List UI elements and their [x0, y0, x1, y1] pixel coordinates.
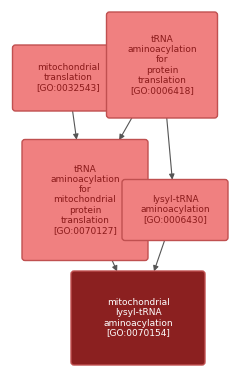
Text: tRNA
aminoacylation
for
mitochondrial
protein
translation
[GO:0070127]: tRNA aminoacylation for mitochondrial pr… — [50, 166, 120, 235]
FancyBboxPatch shape — [71, 271, 205, 365]
Text: tRNA
aminoacylation
for
protein
translation
[GO:0006418]: tRNA aminoacylation for protein translat… — [127, 35, 197, 95]
Text: mitochondrial
translation
[GO:0032543]: mitochondrial translation [GO:0032543] — [36, 63, 100, 92]
FancyBboxPatch shape — [122, 179, 228, 240]
FancyBboxPatch shape — [22, 139, 148, 261]
Text: mitochondrial
lysyl-tRNA
aminoacylation
[GO:0070154]: mitochondrial lysyl-tRNA aminoacylation … — [103, 298, 173, 338]
FancyBboxPatch shape — [106, 12, 218, 118]
FancyBboxPatch shape — [13, 45, 123, 111]
Text: lysyl-tRNA
aminoacylation
[GO:0006430]: lysyl-tRNA aminoacylation [GO:0006430] — [140, 196, 210, 225]
